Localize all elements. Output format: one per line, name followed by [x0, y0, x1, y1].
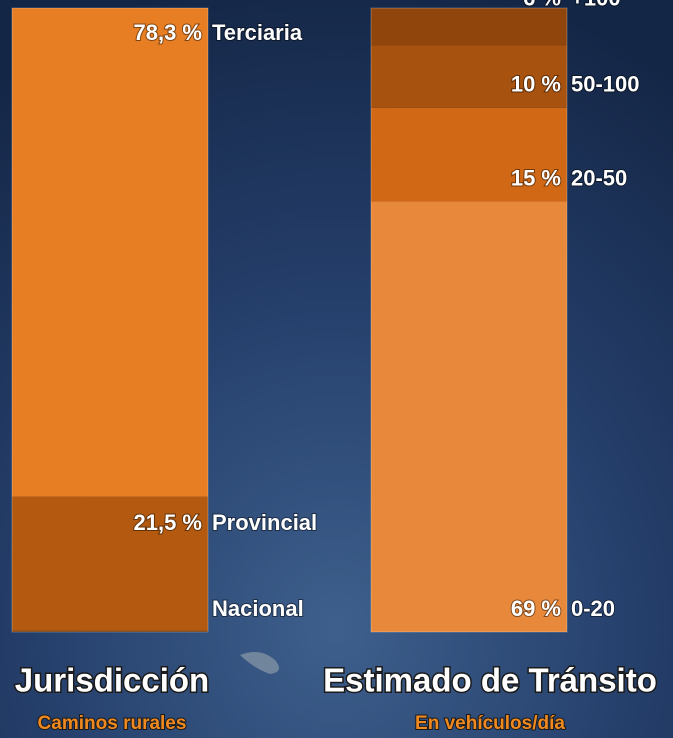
- segment-label: Nacional: [212, 596, 304, 621]
- segment-label: Terciaria: [212, 20, 303, 45]
- segment-label: +100: [571, 0, 621, 11]
- segment-label: 0-20: [571, 596, 615, 621]
- chart: 0,2 %Nacional21,5 %Provincial78,3 %Terci…: [0, 0, 673, 738]
- chart-subtitle: En vehículos/día: [415, 713, 565, 734]
- segment-label: 20-50: [571, 165, 627, 190]
- value-label: 78,3 %: [134, 20, 203, 45]
- segment-label: Provincial: [212, 510, 317, 535]
- value-label: 21,5 %: [134, 510, 203, 535]
- segment-label: 50-100: [571, 72, 640, 97]
- bar-segment: [12, 8, 208, 497]
- chart-subtitle: Caminos rurales: [38, 713, 187, 734]
- value-label: 15 %: [511, 165, 561, 190]
- value-label: 69 %: [511, 596, 561, 621]
- page: 0,2 %Nacional21,5 %Provincial78,3 %Terci…: [0, 0, 673, 738]
- value-label: 6 %: [523, 0, 561, 11]
- value-label: 10 %: [511, 72, 561, 97]
- bar-segment: [371, 8, 567, 45]
- chart-title: Jurisdicción: [15, 662, 209, 699]
- bar-segment: [371, 201, 567, 632]
- chart-title: Estimado de Tránsito: [323, 662, 657, 699]
